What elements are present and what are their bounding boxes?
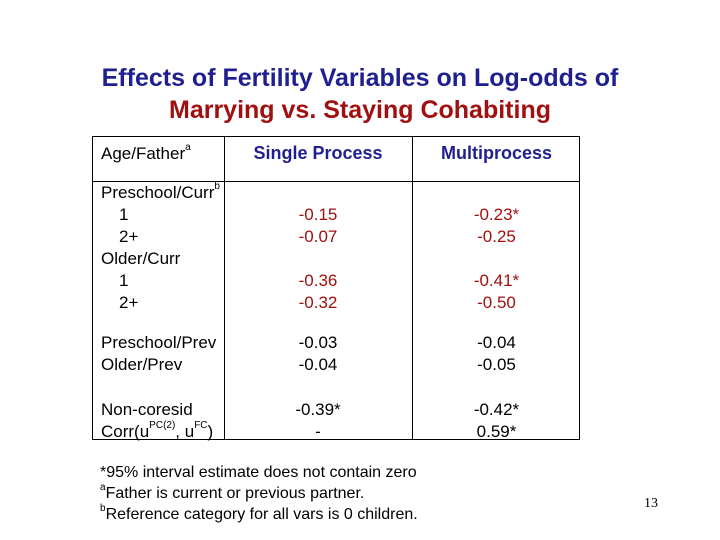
row-label-older-curr-2plus: 2+ bbox=[119, 293, 139, 312]
multi-older-prev: -0.05 bbox=[477, 355, 516, 374]
single-non-coresid: -0.39* bbox=[295, 400, 341, 419]
slide-title-line2: Marrying vs. Staying Cohabiting bbox=[169, 96, 551, 124]
multi-older-curr-1: -0.41* bbox=[473, 271, 520, 290]
multi-preschool-curr-2plus: -0.25 bbox=[477, 227, 516, 246]
single-corr: - bbox=[315, 422, 321, 441]
slide-title-line1: Effects of Fertility Variables on Log-od… bbox=[101, 64, 619, 92]
footnotes: *95% interval estimate does not contain … bbox=[100, 462, 418, 525]
single-older-prev: -0.04 bbox=[298, 355, 338, 374]
multi-non-coresid: -0.42* bbox=[473, 400, 520, 419]
header-rowlabel: Age/Fathera bbox=[101, 142, 191, 163]
multi-preschool-prev: -0.04 bbox=[477, 333, 516, 352]
table-divider-col1 bbox=[224, 137, 225, 439]
results-table: Age/Fathera Single Process Multiprocess … bbox=[92, 136, 580, 441]
single-preschool-prev: -0.03 bbox=[298, 333, 338, 352]
multi-preschool-curr-1: -0.23* bbox=[473, 205, 520, 224]
single-older-curr-2plus: -0.32 bbox=[298, 293, 338, 312]
single-preschool-curr-1: -0.15 bbox=[298, 205, 338, 224]
footnote-a: aFather is current or previous partner. bbox=[100, 481, 365, 502]
multi-corr: 0.59* bbox=[476, 422, 517, 441]
single-older-curr-1: -0.36 bbox=[298, 271, 338, 290]
header-single-process: Single Process bbox=[253, 143, 383, 163]
row-label-older-curr: Older/Curr bbox=[101, 249, 181, 268]
multi-older-curr-2plus: -0.50 bbox=[477, 293, 516, 312]
row-label-older-curr-1: 1 bbox=[119, 271, 129, 290]
row-label-preschool-curr-2plus: 2+ bbox=[119, 227, 139, 246]
header-multiprocess: Multiprocess bbox=[440, 143, 553, 163]
row-label-non-coresid: Non-coresid bbox=[101, 400, 193, 419]
row-label-preschool-curr: Preschool/Currb bbox=[101, 181, 220, 202]
table-divider-col2 bbox=[412, 137, 413, 439]
row-label-preschool-prev: Preschool/Prev bbox=[101, 333, 217, 352]
page-number: 13 bbox=[644, 496, 658, 511]
single-preschool-curr-2plus: -0.07 bbox=[298, 227, 338, 246]
footnote-b: bReference category for all vars is 0 ch… bbox=[100, 502, 418, 523]
row-label-preschool-curr-1: 1 bbox=[119, 205, 129, 224]
table-header-divider bbox=[93, 181, 579, 182]
footnote-significance: *95% interval estimate does not contain … bbox=[100, 464, 417, 481]
row-label-older-prev: Older/Prev bbox=[101, 355, 183, 374]
row-label-corr: Corr(uPC(2), uFC) bbox=[101, 420, 214, 441]
